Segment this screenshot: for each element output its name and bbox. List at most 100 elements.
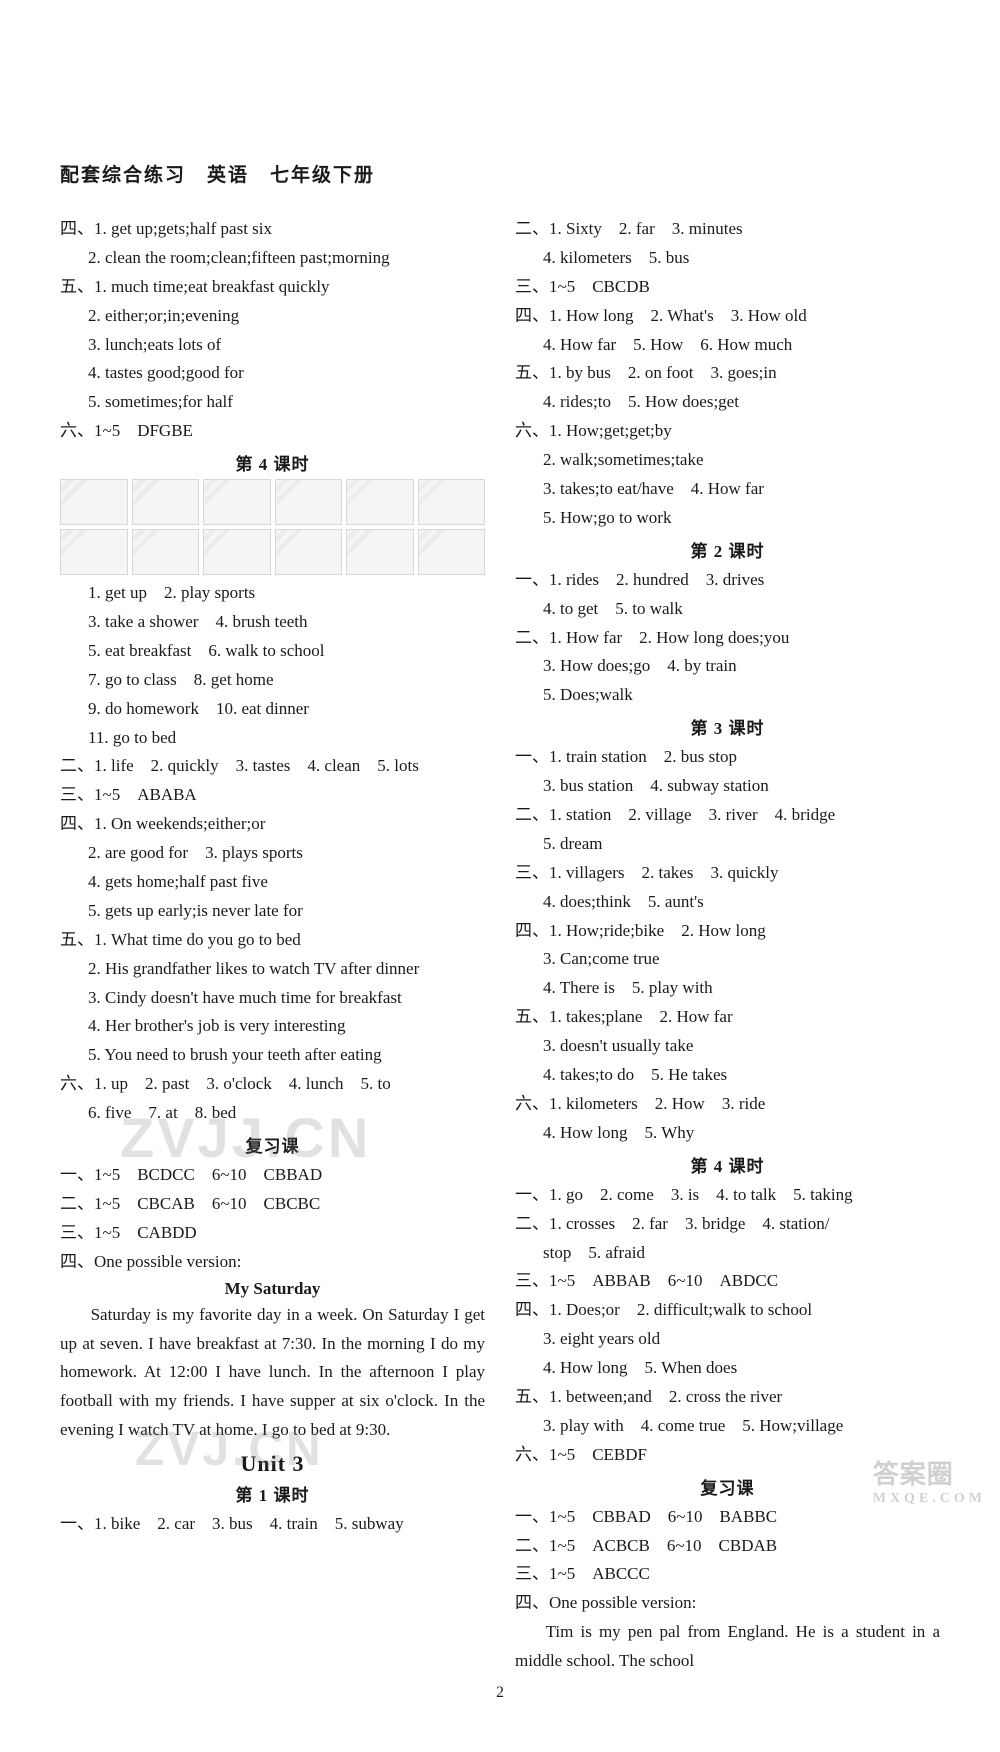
text-line: 4. gets home;half past five — [60, 868, 485, 897]
text-line: 3. doesn't usually take — [515, 1032, 940, 1061]
watermark-sub: MXQE.COM — [873, 1491, 986, 1507]
text-line: 3. Can;come true — [515, 945, 940, 974]
image-placeholder — [346, 479, 414, 525]
text-line: 四、1. How long 2. What's 3. How old — [515, 302, 940, 331]
text-line: Tim is my pen pal from England. He is a … — [515, 1618, 940, 1676]
text-line: 4. How long 5. Why — [515, 1119, 940, 1148]
text-line: 4. does;think 5. aunt's — [515, 888, 940, 917]
text-line: 第 2 课时 — [515, 537, 940, 562]
text-line: 二、1~5 ACBCB 6~10 CBDAB — [515, 1532, 940, 1561]
text-line: 二、1. station 2. village 3. river 4. brid… — [515, 801, 940, 830]
image-placeholder — [275, 479, 343, 525]
text-line: 4. tastes good;good for — [60, 359, 485, 388]
text-line: 四、1. get up;gets;half past six — [60, 215, 485, 244]
text-line: 五、1. What time do you go to bed — [60, 926, 485, 955]
text-line: 4. rides;to 5. How does;get — [515, 388, 940, 417]
text-line: 2. walk;sometimes;take — [515, 446, 940, 475]
text-line: 二、1. life 2. quickly 3. tastes 4. clean … — [60, 752, 485, 781]
text-line: 六、1~5 DFGBE — [60, 417, 485, 446]
text-line: 四、1. Does;or 2. difficult;walk to school — [515, 1296, 940, 1325]
text-line: 9. do homework 10. eat dinner — [60, 695, 485, 724]
watermark-zvjj: ZVJJ.CN — [120, 1105, 371, 1170]
watermark-zvj: ZVJ.CN — [135, 1422, 324, 1477]
text-line: 3. play with 4. come true 5. How;village — [515, 1412, 940, 1441]
text-line: 5. How;go to work — [515, 504, 940, 533]
text-line: 第 1 课时 — [60, 1481, 485, 1506]
text-line: 三、1~5 ABBAB 6~10 ABDCC — [515, 1267, 940, 1296]
text-line: 5. sometimes;for half — [60, 388, 485, 417]
image-placeholder — [418, 479, 486, 525]
text-line: 二、1. crosses 2. far 3. bridge 4. station… — [515, 1210, 940, 1239]
watermark-daanquan: 答案圈 MXQE.COM — [873, 1454, 986, 1507]
text-line: 四、One possible version: — [60, 1248, 485, 1277]
text-line: 四、1. On weekends;either;or — [60, 810, 485, 839]
text-line: 四、1. How;ride;bike 2. How long — [515, 917, 940, 946]
text-line: 4. takes;to do 5. He takes — [515, 1061, 940, 1090]
text-line: 三、1~5 ABABA — [60, 781, 485, 810]
text-line: 3. eight years old — [515, 1325, 940, 1354]
text-line: 第 3 课时 — [515, 714, 940, 739]
image-placeholder — [346, 529, 414, 575]
watermark-main: 答案圈 — [873, 1460, 954, 1489]
text-line: 一、1. rides 2. hundred 3. drives — [515, 566, 940, 595]
image-placeholder — [132, 479, 200, 525]
text-line: 4. How far 5. How 6. How much — [515, 331, 940, 360]
text-line: 5. Does;walk — [515, 681, 940, 710]
page-content: 配套综合练习 英语 七年级下册 四、1. get up;gets;half pa… — [0, 0, 1000, 1752]
image-placeholder — [203, 479, 271, 525]
text-line: 一、1. train station 2. bus stop — [515, 743, 940, 772]
text-line: 1. get up 2. play sports — [60, 579, 485, 608]
text-line: 3. takes;to eat/have 4. How far — [515, 475, 940, 504]
text-line: 2. His grandfather likes to watch TV aft… — [60, 955, 485, 984]
text-line: 六、1. up 2. past 3. o'clock 4. lunch 5. t… — [60, 1070, 485, 1099]
text-line: stop 5. afraid — [515, 1239, 940, 1268]
text-line: 五、1. between;and 2. cross the river — [515, 1383, 940, 1412]
text-line: 4. to get 5. to walk — [515, 595, 940, 624]
text-line: My Saturday — [60, 1279, 485, 1299]
text-line: 2. are good for 3. plays sports — [60, 839, 485, 868]
text-line: 11. go to bed — [60, 724, 485, 753]
text-line: 2. clean the room;clean;fifteen past;mor… — [60, 244, 485, 273]
text-line: 4. kilometers 5. bus — [515, 244, 940, 273]
text-line: 第 4 课时 — [515, 1152, 940, 1177]
text-line: 二、1~5 CBCAB 6~10 CBCBC — [60, 1190, 485, 1219]
text-line: 六、1. How;get;get;by — [515, 417, 940, 446]
image-placeholder — [418, 529, 486, 575]
text-line: 3. How does;go 4. by train — [515, 652, 940, 681]
text-line: 五、1. much time;eat breakfast quickly — [60, 273, 485, 302]
text-line: 3. Cindy doesn't have much time for brea… — [60, 984, 485, 1013]
text-line: 4. Her brother's job is very interesting — [60, 1012, 485, 1041]
image-placeholder — [60, 529, 128, 575]
text-line: 一、1. go 2. come 3. is 4. to talk 5. taki… — [515, 1181, 940, 1210]
text-line: 三、1~5 ABCCC — [515, 1560, 940, 1589]
text-line: 四、One possible version: — [515, 1589, 940, 1618]
image-placeholder — [203, 529, 271, 575]
text-line: 一、1. bike 2. car 3. bus 4. train 5. subw… — [60, 1510, 485, 1539]
text-line: 第 4 课时 — [60, 450, 485, 475]
text-line: 2. either;or;in;evening — [60, 302, 485, 331]
text-line: 五、1. takes;plane 2. How far — [515, 1003, 940, 1032]
text-line: 7. go to class 8. get home — [60, 666, 485, 695]
text-line: 三、1~5 CABDD — [60, 1219, 485, 1248]
text-line: 5. eat breakfast 6. walk to school — [60, 637, 485, 666]
text-line: 3. bus station 4. subway station — [515, 772, 940, 801]
text-line: 3. take a shower 4. brush teeth — [60, 608, 485, 637]
text-line: 三、1. villagers 2. takes 3. quickly — [515, 859, 940, 888]
text-line: 5. gets up early;is never late for — [60, 897, 485, 926]
text-line: 5. You need to brush your teeth after ea… — [60, 1041, 485, 1070]
text-line: 3. lunch;eats lots of — [60, 331, 485, 360]
text-line: 五、1. by bus 2. on foot 3. goes;in — [515, 359, 940, 388]
image-placeholder — [60, 479, 128, 525]
text-line: 二、1. Sixty 2. far 3. minutes — [515, 215, 940, 244]
image-row — [60, 529, 485, 575]
image-placeholder — [132, 529, 200, 575]
text-line: 5. dream — [515, 830, 940, 859]
text-line: 三、1~5 CBCDB — [515, 273, 940, 302]
text-line: 六、1. kilometers 2. How 3. ride — [515, 1090, 940, 1119]
page-number: 2 — [60, 1684, 940, 1702]
image-row — [60, 479, 485, 525]
page-header: 配套综合练习 英语 七年级下册 — [60, 160, 940, 187]
text-line: 4. There is 5. play with — [515, 974, 940, 1003]
image-placeholder — [275, 529, 343, 575]
text-line: 4. How long 5. When does — [515, 1354, 940, 1383]
